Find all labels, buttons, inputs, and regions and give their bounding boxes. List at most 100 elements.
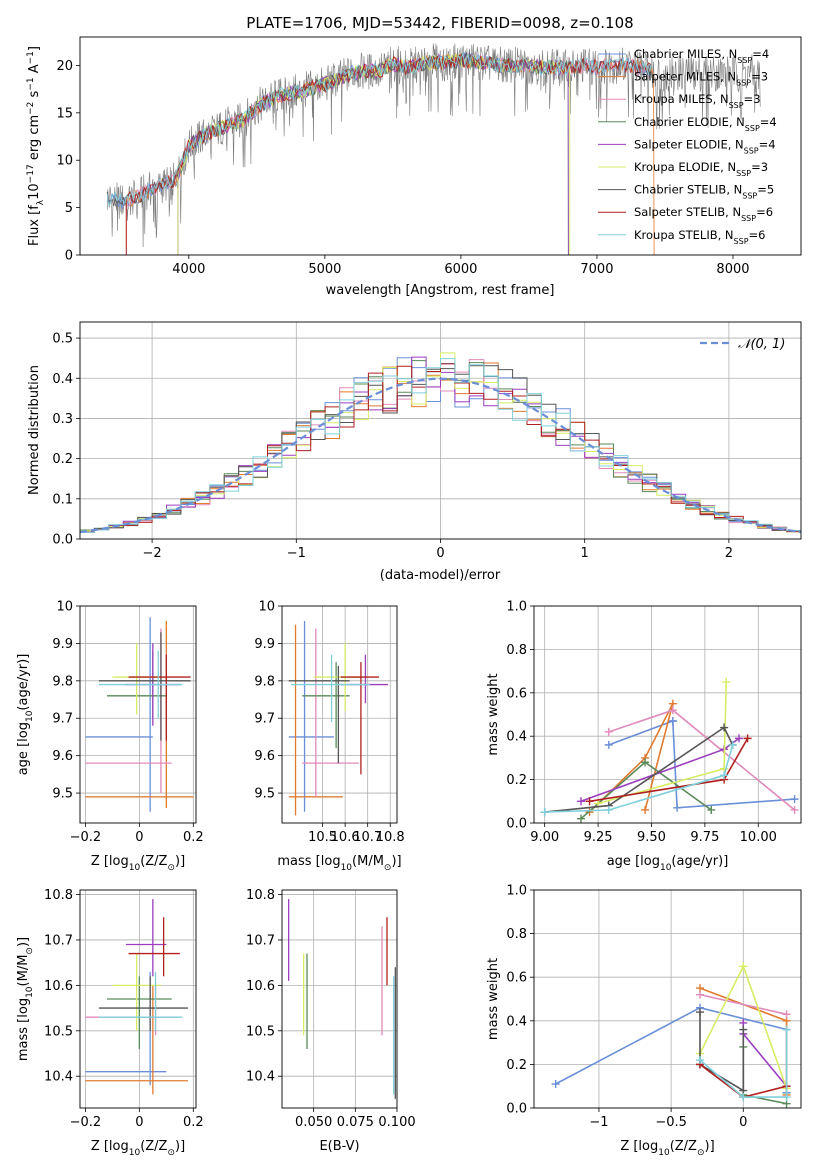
axes-frame [281,605,398,824]
weight-line-kroupa_stelib [699,1029,788,1098]
x-axis-label: Z [log10(Z/Z⊙)] [91,854,185,873]
y-axis-label-part: −17 [26,164,36,183]
x-axis-label-part: Z [log [620,1139,658,1154]
y-tick-label: 1.0 [506,884,527,899]
y-tick-label: 0.6 [506,686,527,701]
y-tick-label: 0.6 [506,971,527,986]
axes-frame [533,605,802,824]
x-axis-label-part: ⊙ [384,863,392,873]
y-tick-label: 0.2 [506,773,527,788]
weight-marker [743,734,752,743]
model-line-salpeter_stelib [125,52,651,255]
y-tick-label: 0.4 [506,1014,527,1029]
legend-n: , N [713,92,729,106]
y-tick-label: 0 [65,249,73,264]
weight-marker [735,734,744,743]
legend-eq: = [749,228,759,242]
y-tick-label: 10.8 [44,888,73,903]
weight-marker [790,795,799,804]
weight-marker [790,805,799,814]
legend-entry: Salpeter STELIB, NSSP=6 [634,205,773,223]
x-tick-label: 0 [739,1115,747,1130]
plot-area [282,606,397,823]
legend-name: Chabrier STELIB [634,183,726,197]
x-axis-label: Z [log10(Z/Z⊙)] [91,1139,185,1158]
histogram-kroupa_stelib [80,358,801,534]
weight-marker [576,797,585,806]
y-tick-label: 9.9 [254,637,275,652]
weight-line-kroupa_stelib [544,744,734,813]
legend-eq: = [756,205,766,219]
legend-sub: SSP [736,169,751,178]
y-axis-label: mass weight [486,958,501,1040]
x-tick-label: 0.075 [337,1115,374,1130]
weight-line-kroupa_miles [608,709,796,811]
legend-count: 6 [758,228,765,242]
y-tick-label: 15 [56,106,73,121]
legend-eq: = [759,137,769,151]
x-axis-label-part: ⊙ [167,863,175,873]
legend-eq: = [752,47,762,61]
y-tick-label: 10.4 [246,1070,275,1085]
y-tick-label: 10.7 [44,933,73,948]
y-axis-label-part: 10 [25,710,35,722]
plot-area [282,890,397,1108]
x-tick-label: 0.100 [378,1115,415,1130]
x-tick-label: 4000 [172,262,205,277]
weight-marker [668,717,677,726]
y-tick-label: 10.5 [246,1024,275,1039]
legend-sub: SSP [736,78,751,87]
y-tick-label: 10.6 [44,979,73,994]
x-tick-label: 0 [135,830,143,845]
y-tick-label: 9.5 [52,787,73,802]
x-tick-label: 9.75 [690,830,719,845]
y-axis-label-part: 10 [27,183,42,200]
legend-entry: Kroupa MILES, NSSP=3 [634,92,761,110]
x-axis-label-part: mass [log [277,854,340,869]
y-axis-label-part: mass [log [16,998,31,1061]
weight-line-salpeter_elodie [580,737,740,803]
y-tick-label: 10.5 [44,1024,73,1039]
x-tick-label: 10.8 [376,830,405,845]
legend-name: Kroupa MILES [634,92,713,106]
plot-area [534,606,801,823]
legend-count: 3 [761,160,768,174]
legend-n: , N [729,115,745,129]
y-tick-label: 0.2 [52,452,73,467]
x-axis-label-part: (M/M [352,854,384,869]
x-tick-label: 2 [725,546,733,561]
axes-spectrum: 4000 5000 6000 7000 8000 0 5 10 15 20 wavelength [… [26,36,802,298]
axes-mass-vs-z: −0.2 0 0.210.410.510.610.710.8Z [log10(Z/Z… [16,888,204,1158]
weight-marker [604,740,613,749]
legend-count: 5 [767,183,774,197]
legend-count: 4 [762,47,769,61]
x-tick-label: 9.00 [530,830,559,845]
weight-marker [782,1010,791,1019]
legend-entry: Salpeter MILES, NSSP=3 [634,70,768,88]
axes-frame [533,889,802,1109]
weight-marker [695,1008,704,1017]
y-tick-label: 9.7 [52,712,73,727]
axes-frame [281,889,398,1109]
x-tick-label: 10.00 [740,830,777,845]
weight-marker [585,797,594,806]
y-axis-label-part: age [log [16,722,31,775]
x-axis-label-part: 10 [129,1148,141,1158]
weight-marker [739,1025,748,1034]
legend-entry: Chabrier ELODIE, NSSP=4 [634,115,777,133]
y-tick-label: 10.6 [246,979,275,994]
y-axis-label-part: (M/M [16,955,31,987]
x-tick-label: 10.6 [331,830,360,845]
y-tick-label: 0.4 [52,372,73,387]
x-tick-label: −0.2 [70,830,102,845]
legend-entry: Kroupa STELIB, NSSP=6 [634,228,766,246]
weight-line-chabrier_stelib [544,726,734,813]
legend-eq: = [760,115,770,129]
x-axis-label-part: (Z/Z [670,1139,697,1154]
x-tick-label: 7000 [580,262,613,277]
y-tick-label: 0.2 [506,1058,527,1073]
y-tick-label: 0.0 [506,817,527,832]
y-tick-label: 10.4 [44,1070,73,1085]
